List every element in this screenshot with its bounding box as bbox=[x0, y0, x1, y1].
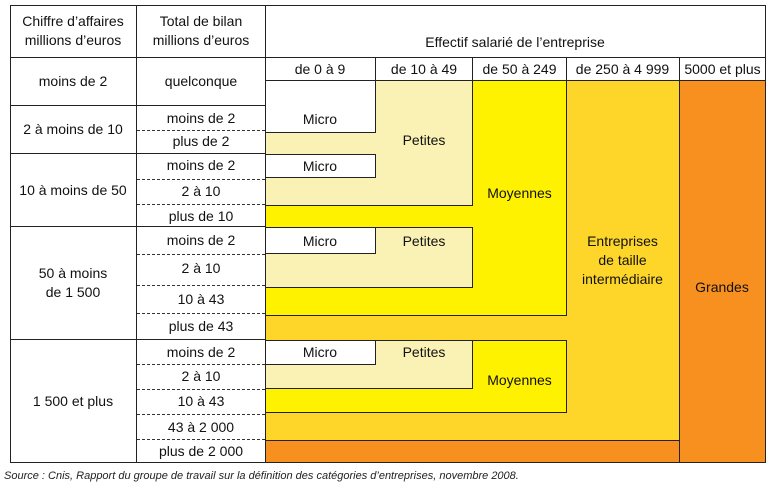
grandes-outline bbox=[679, 80, 765, 462]
bilan-separator bbox=[137, 364, 265, 365]
micro-outline bbox=[265, 80, 376, 133]
micro-box-3 bbox=[265, 227, 376, 254]
table-border-right bbox=[765, 5, 766, 463]
table-border-left bbox=[10, 5, 11, 463]
moyennes-label: Moyennes bbox=[487, 184, 552, 201]
bilan-separator bbox=[137, 414, 265, 415]
bilan-row-13: 10 à 43 bbox=[177, 393, 225, 409]
petites-outline bbox=[265, 80, 473, 206]
eti-outline bbox=[265, 80, 680, 441]
row-divider-2 bbox=[10, 153, 265, 154]
micro-box-4 bbox=[265, 340, 376, 365]
header-total-bilan: Total de bilan millions d’euros bbox=[152, 13, 250, 48]
petites-label-2: Petites bbox=[402, 232, 446, 249]
bilan-row-2: moins de 2 bbox=[166, 109, 236, 126]
moyennes-label-2: Moyennes bbox=[487, 371, 552, 388]
row-divider-3 bbox=[10, 226, 265, 227]
bilan-row-3: plus de 2 bbox=[172, 133, 230, 149]
effectif-col-3: de 50 à 249 bbox=[482, 60, 557, 77]
bilan-row-4: moins de 2 bbox=[166, 157, 236, 173]
ca-row-2: 2 à moins de 10 bbox=[23, 121, 123, 137]
bilan-separator bbox=[137, 285, 265, 286]
column-divider-ca bbox=[136, 5, 137, 463]
moyennes-outline bbox=[265, 80, 567, 316]
col-divider-1 bbox=[375, 57, 376, 80]
column-divider-bilan bbox=[265, 5, 266, 463]
col-divider-3 bbox=[566, 57, 567, 80]
bilan-separator bbox=[137, 254, 265, 255]
bilan-separator bbox=[137, 130, 265, 131]
row-divider-1 bbox=[10, 105, 265, 106]
table-border-bottom bbox=[10, 462, 766, 463]
bilan-row-15: plus de 2 000 bbox=[158, 442, 244, 459]
micro-zone bbox=[265, 80, 375, 132]
bilan-row-5: 2 à 10 bbox=[181, 183, 221, 199]
ca-row-5: 1 500 et plus bbox=[32, 392, 114, 409]
header-chiffre-affaires: Chiffre d’affaires millions d’euros bbox=[22, 13, 124, 48]
petites-label: Petites bbox=[402, 131, 446, 148]
ca-row-3: 10 à moins de 50 bbox=[19, 181, 127, 198]
row-divider-4 bbox=[10, 339, 265, 340]
bilan-row-8: 2 à 10 bbox=[181, 260, 221, 276]
micro-label-3: Micro bbox=[302, 232, 338, 249]
effectif-col-2: de 10 à 49 bbox=[390, 60, 458, 77]
bilan-separator bbox=[137, 204, 265, 205]
bilan-separator bbox=[137, 313, 265, 314]
micro-label-2: Micro bbox=[302, 157, 338, 174]
source-note: Source : Cnis, Rapport du groupe de trav… bbox=[4, 470, 519, 482]
bilan-row-9: 10 à 43 bbox=[177, 291, 225, 307]
micro-label-4: Micro bbox=[302, 343, 338, 360]
bilan-row-1: quelconque bbox=[164, 73, 238, 89]
eti-label: Entreprises de taille intermédiaire bbox=[582, 232, 663, 287]
bilan-separator bbox=[137, 179, 265, 180]
effectif-col-1: de 0 à 9 bbox=[294, 60, 346, 77]
effectif-header-divider bbox=[265, 80, 766, 81]
bilan-separator bbox=[137, 439, 265, 440]
ca-row-4: 50 à moins de 1 500 bbox=[38, 265, 108, 300]
grandes-label: Grandes bbox=[695, 278, 749, 295]
col-divider-2 bbox=[472, 57, 473, 80]
col-divider-4 bbox=[679, 57, 680, 80]
header-effectif: Effectif salarié de l’entreprise bbox=[425, 34, 605, 50]
micro-box-2 bbox=[265, 154, 376, 178]
effectif-col-4: de 250 à 4 999 bbox=[575, 60, 670, 77]
effectif-col-5: 5000 et plus bbox=[684, 60, 761, 77]
micro-label: Micro bbox=[302, 110, 338, 127]
bilan-row-12: 2 à 10 bbox=[181, 368, 221, 384]
bilan-row-11: moins de 2 bbox=[166, 343, 236, 360]
header-divider bbox=[10, 57, 766, 58]
bilan-row-6: plus de 10 bbox=[168, 207, 234, 224]
bilan-row-7: moins de 2 bbox=[166, 232, 236, 248]
bilan-row-10: plus de 43 bbox=[168, 317, 234, 334]
petites-label-3: Petites bbox=[402, 343, 446, 360]
bilan-separator bbox=[137, 389, 265, 390]
table-border-top bbox=[10, 5, 766, 6]
ca-row-1: moins de 2 bbox=[38, 73, 108, 89]
bilan-row-14: 43 à 2 000 bbox=[167, 418, 235, 435]
